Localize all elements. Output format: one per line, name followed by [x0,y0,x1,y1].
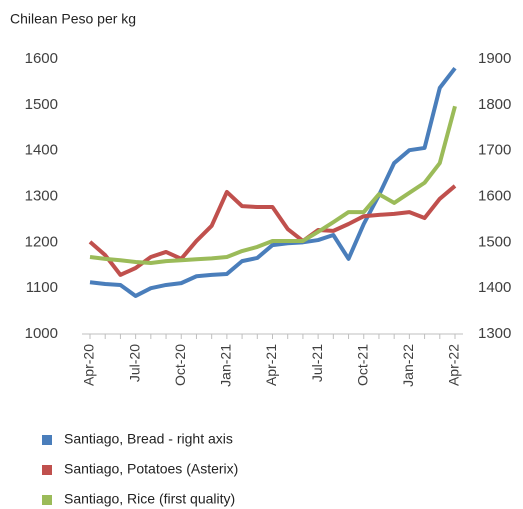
x-tick-label: Jan-21 [218,344,234,387]
legend-swatch [42,435,52,445]
y-tick-label: 1300 [25,187,58,204]
y2-tick-label: 1400 [478,279,511,296]
y2-tick-label: 1600 [478,187,511,204]
x-tick-label: Oct-21 [354,344,370,386]
x-tick-label: Oct-20 [172,344,188,386]
y2-tick-label: 1500 [478,233,511,250]
x-tick-label: Apr-20 [81,344,97,386]
series-line [89,105,457,265]
x-tick-label: Jan-22 [400,344,416,387]
legend-label: Santiago, Bread - right axis [64,431,233,447]
y-tick-label: 1000 [25,325,58,342]
y-tick-label: 1400 [25,142,58,159]
x-tick-label: Jul-21 [309,344,325,382]
y-tick-label: 1500 [25,96,58,113]
legend-label: Santiago, Potatoes (Asterix) [64,461,238,477]
x-tick-label: Apr-22 [446,344,462,386]
legend-swatch [42,465,52,475]
y2-tick-label: 1900 [478,50,511,67]
y-tick-label: 1100 [26,279,58,296]
y-tick-label: 1600 [25,50,58,67]
x-tick-label: Jul-20 [126,344,142,382]
x-tick-label: Apr-21 [263,344,279,386]
y2-tick-label: 1700 [478,142,511,159]
y2-tick-label: 1800 [478,96,511,113]
legend-label: Santiago, Rice (first quality) [64,491,235,507]
y-tick-label: 1200 [25,233,58,250]
legend-swatch [42,495,52,505]
series-line [89,66,457,298]
chart-title: Chilean Peso per kg [10,11,136,27]
y2-tick-label: 1300 [478,325,511,342]
series-line [88,184,457,277]
